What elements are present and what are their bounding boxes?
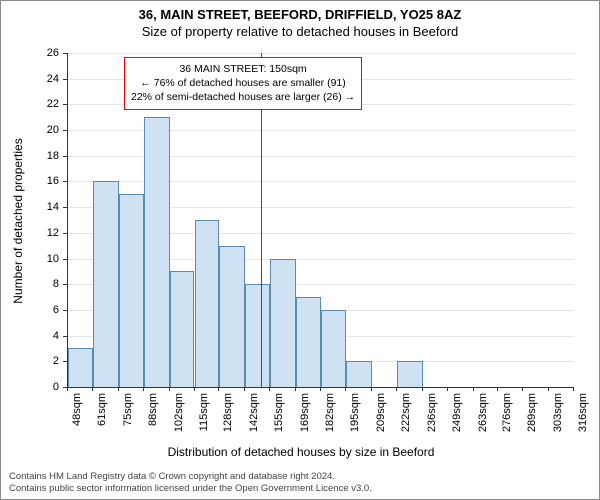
x-tick-label: 142sqm: [248, 393, 260, 441]
x-tick-label: 249sqm: [451, 393, 463, 441]
x-tick-mark: [92, 387, 93, 391]
y-tick-label: 6: [35, 304, 59, 316]
y-tick-label: 16: [35, 175, 59, 187]
x-tick-label: 195sqm: [349, 393, 361, 441]
x-tick-label: 48sqm: [71, 393, 83, 441]
chart-title-address: 36, MAIN STREET, BEEFORD, DRIFFIELD, YO2…: [1, 7, 599, 22]
y-tick-label: 0: [35, 381, 59, 393]
y-tick-mark: [63, 284, 67, 285]
y-tick-label: 24: [35, 73, 59, 85]
x-tick-label: 128sqm: [222, 393, 234, 441]
x-axis-label: Distribution of detached houses by size …: [1, 445, 600, 459]
x-tick-mark: [295, 387, 296, 391]
histogram-bar: [170, 271, 195, 387]
annotation-line-1: 36 MAIN STREET: 150sqm: [131, 62, 355, 76]
x-tick-mark: [67, 387, 68, 391]
x-tick-mark: [143, 387, 144, 391]
y-tick-mark: [63, 259, 67, 260]
x-tick-label: 182sqm: [324, 393, 336, 441]
histogram-bar: [219, 246, 245, 387]
x-tick-mark: [169, 387, 170, 391]
annotation-line-2: ← 76% of detached houses are smaller (91…: [131, 76, 355, 90]
x-tick-mark: [522, 387, 523, 391]
y-tick-label: 26: [35, 47, 59, 59]
x-tick-mark: [194, 387, 195, 391]
y-tick-mark: [63, 104, 67, 105]
x-tick-label: 115sqm: [198, 393, 210, 441]
x-tick-label: 61sqm: [96, 393, 108, 441]
histogram-bar: [245, 284, 270, 387]
histogram-bar: [144, 117, 170, 387]
x-tick-mark: [118, 387, 119, 391]
x-tick-mark: [320, 387, 321, 391]
x-tick-mark: [447, 387, 448, 391]
y-tick-mark: [63, 336, 67, 337]
y-tick-mark: [63, 310, 67, 311]
y-tick-mark: [63, 361, 67, 362]
histogram-bar: [119, 194, 144, 387]
footer-attribution: Contains HM Land Registry data © Crown c…: [9, 471, 372, 495]
plot-area: 36 MAIN STREET: 150sqm ← 76% of detached…: [67, 53, 574, 388]
x-tick-label: 102sqm: [173, 393, 185, 441]
gridline: [68, 53, 574, 54]
y-tick-mark: [63, 130, 67, 131]
y-tick-label: 22: [35, 98, 59, 110]
histogram-bar: [296, 297, 321, 387]
x-tick-label: 88sqm: [147, 393, 159, 441]
x-tick-mark: [396, 387, 397, 391]
x-tick-label: 289sqm: [526, 393, 538, 441]
histogram-bar: [321, 310, 346, 387]
annotation-line-3: 22% of semi-detached houses are larger (…: [131, 90, 355, 104]
x-tick-mark: [244, 387, 245, 391]
histogram-bar: [93, 181, 119, 387]
x-tick-label: 236sqm: [426, 393, 438, 441]
x-tick-mark: [422, 387, 423, 391]
x-tick-label: 303sqm: [552, 393, 564, 441]
histogram-bar: [68, 348, 93, 387]
y-tick-label: 18: [35, 150, 59, 162]
x-tick-label: 209sqm: [375, 393, 387, 441]
y-tick-label: 8: [35, 278, 59, 290]
y-tick-mark: [63, 53, 67, 54]
histogram-bar: [397, 361, 423, 387]
annotation-box: 36 MAIN STREET: 150sqm ← 76% of detached…: [124, 57, 362, 110]
chart-subtitle: Size of property relative to detached ho…: [1, 24, 599, 39]
x-tick-mark: [371, 387, 372, 391]
y-tick-mark: [63, 79, 67, 80]
x-tick-label: 316sqm: [577, 393, 589, 441]
y-tick-mark: [63, 156, 67, 157]
histogram-bar: [346, 361, 372, 387]
y-tick-label: 2: [35, 355, 59, 367]
x-tick-mark: [218, 387, 219, 391]
x-tick-mark: [473, 387, 474, 391]
histogram-bar: [195, 220, 220, 387]
x-tick-mark: [345, 387, 346, 391]
chart-container: 36, MAIN STREET, BEEFORD, DRIFFIELD, YO2…: [0, 0, 600, 500]
x-tick-mark: [573, 387, 574, 391]
x-tick-label: 169sqm: [299, 393, 311, 441]
x-tick-mark: [497, 387, 498, 391]
y-tick-label: 4: [35, 330, 59, 342]
x-tick-label: 263sqm: [477, 393, 489, 441]
footer-line-2: Contains public sector information licen…: [9, 483, 372, 495]
x-tick-label: 276sqm: [501, 393, 513, 441]
y-tick-label: 10: [35, 253, 59, 265]
x-tick-mark: [548, 387, 549, 391]
x-tick-label: 155sqm: [273, 393, 285, 441]
y-tick-label: 20: [35, 124, 59, 136]
y-tick-label: 14: [35, 201, 59, 213]
x-tick-mark: [269, 387, 270, 391]
y-tick-mark: [63, 181, 67, 182]
y-tick-mark: [63, 233, 67, 234]
y-tick-label: 12: [35, 227, 59, 239]
y-tick-mark: [63, 207, 67, 208]
x-tick-label: 75sqm: [122, 393, 134, 441]
x-tick-label: 222sqm: [400, 393, 412, 441]
histogram-bar: [270, 259, 296, 387]
footer-line-1: Contains HM Land Registry data © Crown c…: [9, 471, 372, 483]
